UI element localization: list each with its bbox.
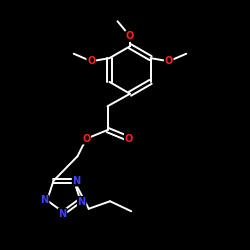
Text: O: O <box>164 56 173 66</box>
Text: N: N <box>40 196 49 205</box>
Text: N: N <box>72 176 80 186</box>
Text: N: N <box>58 209 66 219</box>
Text: O: O <box>82 134 90 144</box>
Text: O: O <box>124 134 133 144</box>
Text: O: O <box>87 56 96 66</box>
Text: N: N <box>78 197 86 207</box>
Text: O: O <box>126 31 134 41</box>
